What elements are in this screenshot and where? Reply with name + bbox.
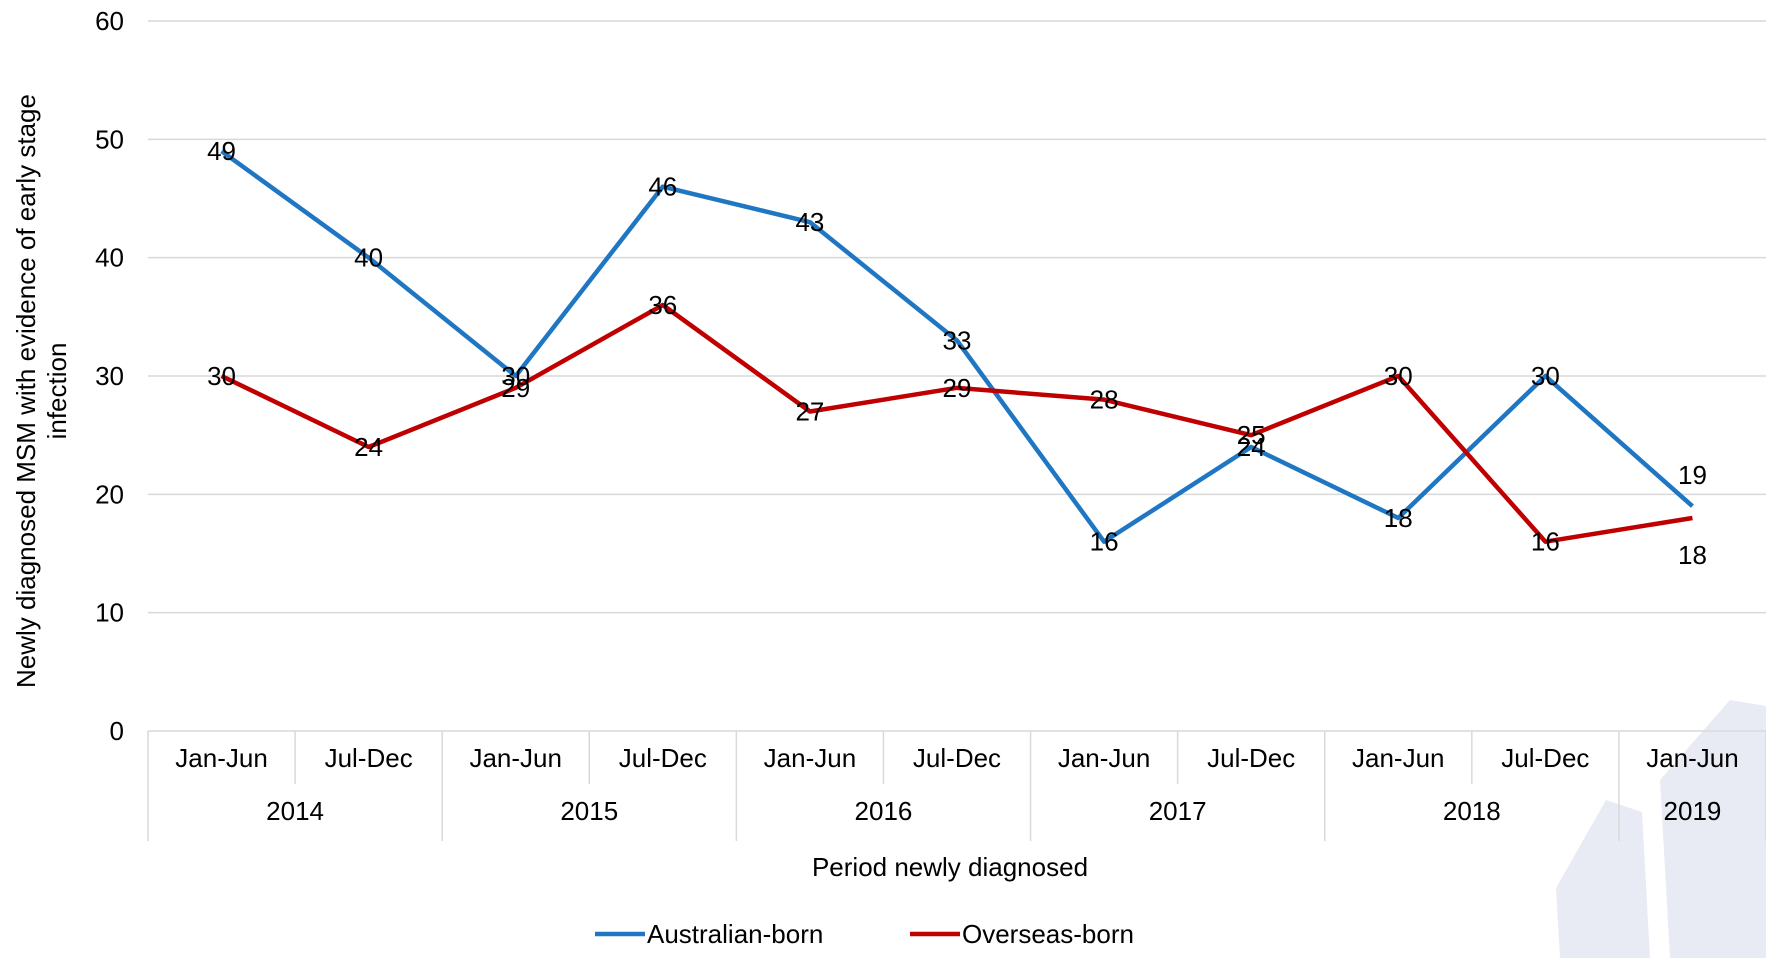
data-label: 30 bbox=[1531, 361, 1560, 391]
year-label: 2019 bbox=[1664, 796, 1722, 826]
data-label: 27 bbox=[795, 397, 824, 427]
y-tick-label: 10 bbox=[95, 598, 124, 628]
data-label: 16 bbox=[1531, 527, 1560, 557]
data-label: 29 bbox=[943, 373, 972, 403]
gridlines bbox=[148, 20, 1766, 732]
data-label: 30 bbox=[501, 361, 530, 391]
y-axis-title: Newly diagnosed MSM with evidence of ear… bbox=[11, 94, 72, 688]
category-label: Jul-Dec bbox=[913, 743, 1001, 773]
y-axis-title-line: Newly diagnosed MSM with evidence of ear… bbox=[11, 94, 41, 688]
data-label: 43 bbox=[795, 207, 824, 237]
data-labels: 49 40 30 46 43 33 16 24 18 30 19 30 24 29 36 27 29 28 25 30… bbox=[207, 136, 1707, 570]
series-lines bbox=[220, 149, 1694, 544]
legend: Australian-born Overseas-born bbox=[595, 919, 1134, 949]
data-label: 28 bbox=[1090, 385, 1119, 415]
series-line bbox=[220, 302, 1693, 544]
legend-label: Australian-born bbox=[647, 919, 823, 949]
data-label: 16 bbox=[1090, 527, 1119, 557]
data-label: 19 bbox=[1678, 460, 1707, 490]
year-label: 2017 bbox=[1149, 796, 1207, 826]
y-tick-label: 0 bbox=[110, 716, 124, 746]
category-label: Jan-Jun bbox=[764, 743, 857, 773]
x-axis-title: Period newly diagnosed bbox=[812, 852, 1088, 882]
y-tick-label: 50 bbox=[95, 124, 124, 154]
category-label: Jul-Dec bbox=[1207, 743, 1295, 773]
legend-label: Overseas-born bbox=[962, 919, 1134, 949]
year-label: 2014 bbox=[266, 796, 324, 826]
year-label: 2018 bbox=[1443, 796, 1501, 826]
y-tick-label: 40 bbox=[95, 243, 124, 273]
category-label: Jul-Dec bbox=[325, 743, 413, 773]
x-axis: Jan-Jun Jul-Dec Jan-Jun Jul-Dec Jan-Jun Jul-D… bbox=[147, 731, 1766, 841]
data-label: 18 bbox=[1678, 540, 1707, 570]
data-label: 24 bbox=[354, 432, 383, 462]
data-label: 49 bbox=[207, 136, 236, 166]
category-label: Jul-Dec bbox=[619, 743, 707, 773]
category-label: Jul-Dec bbox=[1501, 743, 1589, 773]
category-label: Jan-Jun bbox=[1058, 743, 1151, 773]
y-axis-title-line: infection bbox=[42, 343, 72, 440]
y-axis-ticks: 0 10 20 30 40 50 60 bbox=[95, 6, 124, 746]
y-tick-label: 20 bbox=[95, 479, 124, 509]
y-tick-label: 60 bbox=[95, 6, 124, 36]
data-label: 24 bbox=[1237, 432, 1266, 462]
category-label: Jan-Jun bbox=[469, 743, 562, 773]
year-label: 2016 bbox=[855, 796, 913, 826]
data-label: 40 bbox=[354, 243, 383, 273]
year-label: 2015 bbox=[560, 796, 618, 826]
data-label: 18 bbox=[1384, 503, 1413, 533]
data-label: 30 bbox=[1384, 361, 1413, 391]
data-label: 33 bbox=[943, 326, 972, 356]
data-label: 46 bbox=[648, 172, 677, 202]
category-label: Jan-Jun bbox=[1646, 743, 1739, 773]
category-label: Jan-Jun bbox=[1352, 743, 1445, 773]
data-label: 29 bbox=[501, 373, 530, 403]
y-tick-label: 30 bbox=[95, 361, 124, 391]
category-label: Jan-Jun bbox=[175, 743, 268, 773]
data-label: 25 bbox=[1237, 420, 1266, 450]
data-label: 30 bbox=[207, 361, 236, 391]
series-line bbox=[220, 149, 1694, 544]
watermark-logo bbox=[1556, 700, 1766, 958]
data-label: 36 bbox=[648, 290, 677, 320]
